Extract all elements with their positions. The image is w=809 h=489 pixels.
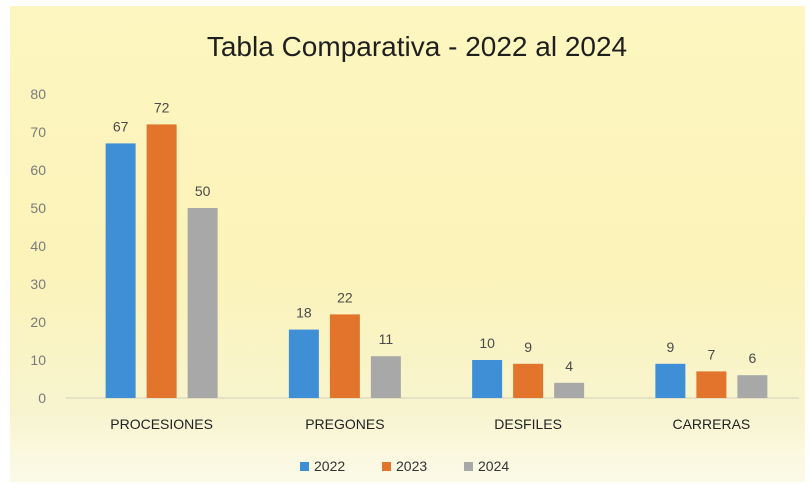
x-category-label: PREGONES [305,416,384,432]
y-tick-label: 70 [30,124,46,140]
chart-frame [10,6,805,482]
data-label: 11 [379,331,394,347]
bar-2022-desfiles [472,360,503,398]
y-tick-label: 20 [30,314,46,330]
y-tick-label: 30 [30,276,46,292]
y-tick-label: 80 [30,86,46,102]
data-label: 9 [666,339,674,355]
bar-2022-carreras [655,363,686,398]
legend-swatch [382,462,391,471]
legend-swatch [464,462,473,471]
data-label: 9 [524,339,532,355]
x-axis: PROCESIONES PREGONES DESFILES CARRERAS [110,416,750,432]
chart-title: Tabla Comparativa - 2022 al 2024 [207,31,627,62]
x-category-label: PROCESIONES [110,416,213,432]
data-label: 67 [113,118,129,134]
y-tick-label: 50 [30,200,46,216]
x-category-label: CARRERAS [672,416,750,432]
bar-2023-carreras [696,371,727,398]
data-label: 22 [337,289,353,305]
legend: 2022 2023 2024 [300,458,509,474]
data-label: 4 [565,358,573,374]
bar-2024-carreras [737,375,768,398]
bar-2024-procesiones [187,208,218,398]
legend-label: 2024 [478,458,509,474]
data-label: 6 [748,350,756,366]
data-label: 50 [195,183,211,199]
bars [105,124,768,399]
bar-2024-pregones [370,356,401,398]
y-tick-label: 10 [30,352,46,368]
bar-2023-pregones [329,314,360,398]
bar-2022-pregones [288,329,319,398]
y-tick-label: 60 [30,162,46,178]
bar-2023-procesiones [146,124,177,399]
y-tick-label: 0 [38,390,46,406]
legend-swatch [300,462,309,471]
legend-label: 2023 [396,458,427,474]
data-label: 18 [296,305,312,321]
legend-label: 2022 [314,458,345,474]
data-label: 7 [707,346,715,362]
data-label: 72 [154,99,170,115]
x-category-label: DESFILES [494,416,562,432]
bar-2022-procesiones [105,143,136,398]
y-tick-label: 40 [30,238,46,254]
data-label: 10 [479,335,495,351]
data-labels: 67 72 50 18 22 11 10 9 4 9 7 6 [113,99,757,373]
bar-2023-desfiles [513,363,544,398]
y-axis: 0 10 20 30 40 50 60 70 80 [30,86,46,406]
bar-2024-desfiles [554,382,585,398]
